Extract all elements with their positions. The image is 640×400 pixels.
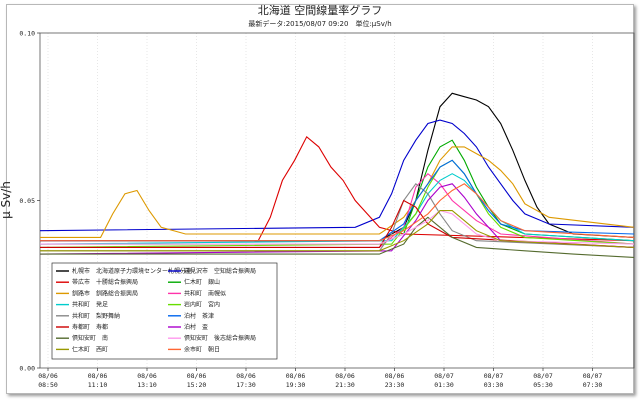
x-tick-date: 08/07	[583, 372, 603, 380]
chart-subtitle: 最新データ:2015/08/07 09:20 単位:μSv/h	[248, 20, 392, 28]
legend-label: 泊村 茶津	[184, 312, 214, 320]
legend-label: 帯広市 十勝総合振興局	[72, 278, 138, 286]
legend-label: 泊村 盃	[184, 323, 208, 331]
x-tick-time: 23:30	[385, 381, 405, 389]
x-tick-date: 08/06	[187, 372, 207, 380]
legend-label: 共和町 発足	[72, 301, 108, 309]
series-line-2	[39, 119, 635, 232]
legend-label: 仁木町 銀山	[184, 278, 220, 286]
y-axis: 0.00 0.05 0.10	[19, 30, 40, 373]
x-tick-time: 15:20	[187, 381, 207, 389]
x-tick-date: 08/06	[88, 372, 108, 380]
x-tick-time: 21:30	[335, 381, 355, 389]
x-tick-time: 03:30	[484, 381, 504, 389]
x-tick-date: 08/07	[484, 372, 504, 380]
x-tick-date: 08/06	[286, 372, 306, 380]
x-tick-date: 08/07	[434, 372, 454, 380]
series-lines	[39, 92, 635, 258]
series-line-11	[40, 199, 635, 248]
series-line-5	[40, 146, 635, 238]
legend-label: 余市町 朝日	[184, 345, 220, 353]
x-tick-time: 05:30	[533, 381, 553, 389]
series-line-10	[40, 159, 635, 242]
legend-label: 岩見沢市 空知総合振興局	[184, 267, 256, 275]
x-tick-time: 08:50	[38, 381, 58, 389]
series-line-12	[39, 183, 635, 255]
legend-label: 共和町 南幌似	[184, 289, 226, 297]
legend-label: 仁木町 西町	[72, 345, 108, 353]
y-tick-label: 0.00	[19, 365, 35, 373]
x-tick-date: 08/06	[38, 372, 58, 380]
y-tick-label: 0.05	[19, 197, 35, 205]
series-line-14	[40, 209, 635, 245]
legend-label: 釧路市 釧路総合振興局	[72, 289, 138, 297]
x-tick-date: 08/07	[533, 372, 553, 380]
legend-label: 寿都町 寿都	[72, 323, 108, 331]
legend-label: 札幌市 北海道原子力環境センター札幌分室	[72, 267, 192, 275]
x-axis: 08/0608:5008/0611:1008/0613:1008/0615:20…	[38, 368, 602, 389]
x-tick-time: 19:30	[286, 381, 306, 389]
legend-label: 共和町 梨野舞納	[72, 312, 120, 320]
series-line-9	[40, 183, 635, 252]
chart-title: 北海道 空間線量率グラフ	[257, 4, 383, 17]
x-tick-date: 08/06	[335, 372, 355, 380]
y-tick-label: 0.10	[19, 30, 35, 38]
x-tick-time: 17:30	[236, 381, 256, 389]
series-line-3	[40, 135, 635, 242]
series-line-13	[40, 216, 635, 258]
series-line-16	[40, 183, 635, 242]
y-axis-label: μ Sv/h	[0, 181, 13, 219]
x-tick-date: 08/06	[236, 372, 256, 380]
x-tick-time: 11:10	[88, 381, 108, 389]
series-line-6	[40, 172, 635, 248]
series-line-15	[40, 210, 635, 252]
legend-box	[51, 262, 278, 360]
x-tick-date: 08/06	[385, 372, 405, 380]
x-tick-time: 13:10	[137, 381, 157, 389]
legend-label: 岩内町 宮内	[184, 301, 220, 309]
legend-label: 倶知安町 後志総合振興局	[184, 334, 256, 342]
legend-label: 倶知安町 南	[72, 334, 108, 342]
x-tick-time: 07:30	[583, 381, 603, 389]
x-tick-date: 08/06	[137, 372, 157, 380]
x-tick-time: 01:30	[434, 381, 454, 389]
series-line-1	[40, 92, 635, 242]
